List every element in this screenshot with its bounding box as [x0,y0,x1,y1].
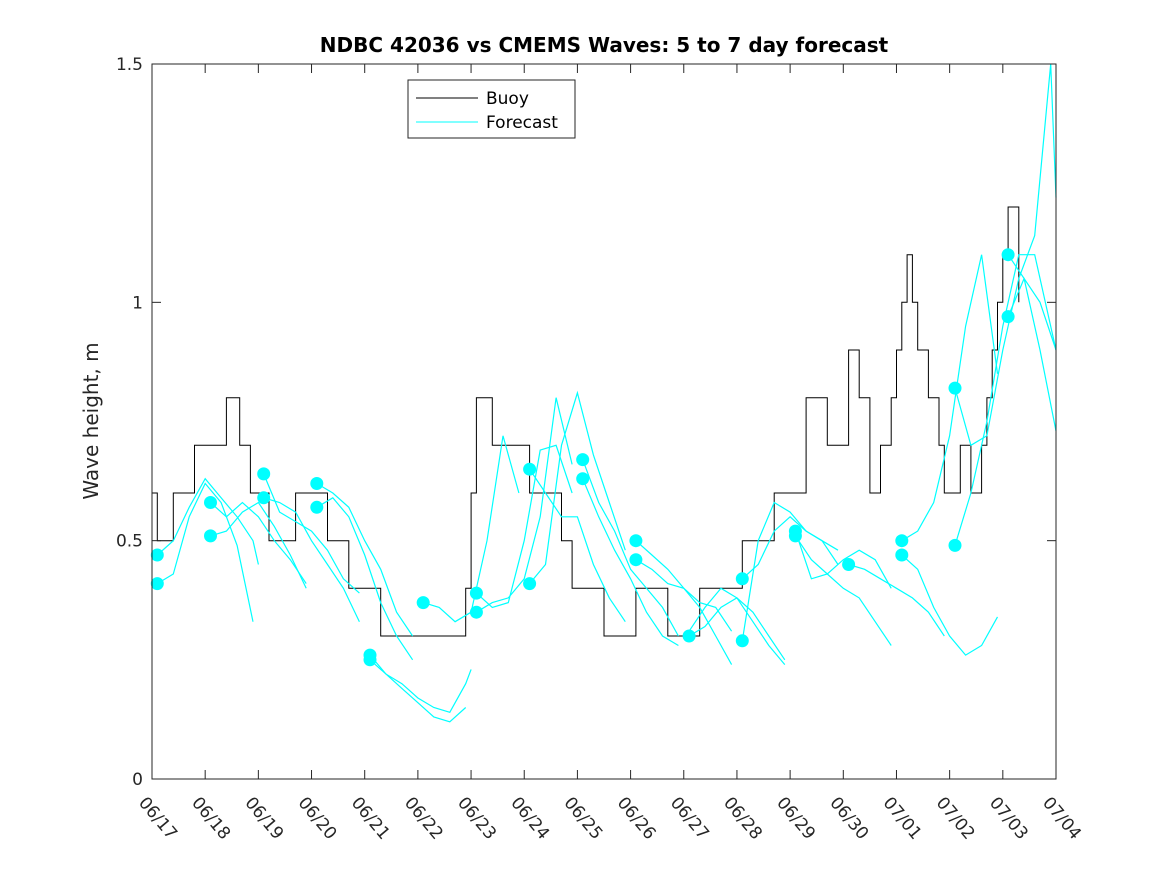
forecast-start-marker-18 [629,534,643,548]
forecast-start-marker-29 [948,538,962,552]
legend-forecast-label: Forecast [486,113,558,133]
forecast-series-line-27 [901,254,999,542]
forecast-series-line-16 [582,459,679,637]
forecast-start-marker-22 [735,572,749,586]
forecast-start-marker-15 [523,462,537,476]
forecast-start-marker-8 [310,477,324,490]
forecast-start-marker-16 [576,453,590,467]
forecast-series-line-32 [1007,277,1057,351]
forecast-series-line-30 [954,254,1057,546]
forecast-start-marker-20 [682,629,696,643]
forecast-start-marker-31 [1001,310,1015,324]
legend-box [407,79,576,139]
forecast-series-line-2 [156,477,259,565]
forecast-series-line-28 [901,554,999,656]
forecast-start-marker-5 [257,491,271,505]
forecast-series-line-12 [475,444,573,609]
forecast-series-line-31 [1007,254,1057,432]
forecast-series-line-17 [582,478,679,647]
forecast-series-line-21 [688,587,786,665]
chart-title: NDBC 42036 vs CMEMS Waves: 5 to 7 day fo… [320,33,889,57]
forecast-series-line-5 [263,497,360,622]
y-tick-label: 0.5 [116,532,143,552]
legend-buoy-label: Buoy [486,89,529,109]
forecast-series-line-13 [476,397,573,613]
forecast-start-marker-21 [735,634,749,648]
y-tick-label: 0 [132,770,143,790]
forecast-start-marker-2 [150,548,164,562]
forecast-start-marker-3 [204,529,217,543]
forecast-series-line-24 [794,535,892,646]
forecast-series-line-23 [741,515,839,580]
forecast-start-marker-28 [948,381,962,395]
forecast-start-marker-19 [629,553,643,567]
forecast-series-line-25 [794,530,892,589]
forecast-series-line-26 [848,563,945,637]
forecast-series-line-4 [210,501,307,584]
forecast-series-line-1 [156,482,254,622]
forecast-start-marker-27 [895,548,909,562]
y-tick-label: 1 [132,293,143,313]
forecast-start-marker-25 [842,558,856,571]
axes-box [151,63,1057,780]
forecast-series-line-15 [529,468,626,623]
forecast-start-marker-24 [788,524,802,538]
forecast-series-line-14 [529,390,626,584]
forecast-series-line-6 [263,473,360,594]
forecast-series-line-10 [369,654,472,714]
forecast-series-line-3 [210,501,307,589]
forecast-start-marker-26 [895,534,909,548]
forecast-series-line-8 [316,482,414,637]
forecast-start-marker-6 [257,467,271,481]
forecast-start-marker-13 [469,605,483,619]
series-layer [150,63,1057,723]
forecast-start-marker-1 [150,577,164,591]
forecast-start-marker-12 [469,586,483,600]
forecast-start-marker-10 [363,648,377,662]
forecast-start-marker-7 [310,500,324,514]
forecast-series-line-7 [316,497,414,661]
forecast-start-marker-30 [1001,248,1015,262]
forecast-start-marker-4 [204,496,217,509]
forecast-start-marker-17 [576,472,590,486]
legend: Buoy Forecast [407,79,576,139]
forecast-start-marker-14 [523,577,537,591]
y-axis-label: Wave height, m [79,342,103,499]
plot-area [152,64,1056,779]
forecast-start-marker-11 [416,596,430,610]
forecast-series-line-19 [635,559,733,632]
y-tick-label: 1.5 [116,55,143,75]
